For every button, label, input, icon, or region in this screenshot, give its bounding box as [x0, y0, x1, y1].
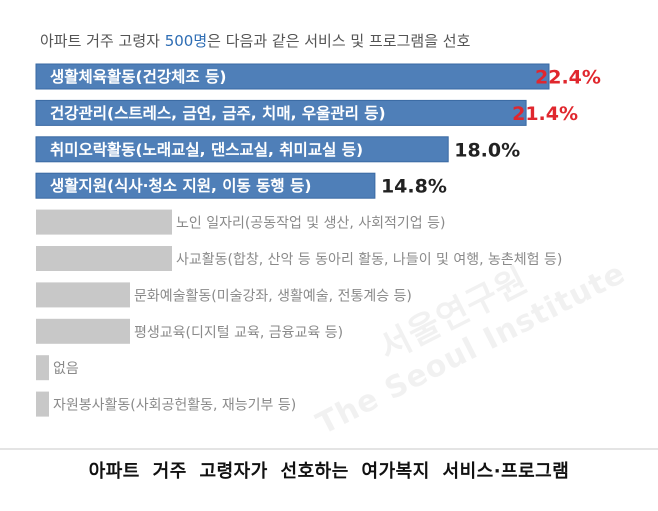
category-label: 생활체육활동(건강체조 등) [50, 67, 226, 86]
data-label: 14.8% [381, 176, 447, 198]
bar [36, 209, 172, 235]
category-label: 건강관리(스트레스, 금연, 금주, 치매, 우울관리 등) [50, 104, 386, 122]
chart-title-part: 은 다음과 같은 서비스 및 프로그램을 선호 [207, 32, 470, 50]
bar [35, 99, 527, 126]
category-label: 사교활동(합창, 산악 등 동아리 활동, 나들이 및 여행, 농촌체험 등) [176, 252, 562, 268]
bar [35, 63, 550, 90]
bar [36, 318, 130, 344]
chart-title-accent: 500명 [165, 32, 207, 50]
bar [36, 355, 49, 381]
bar [35, 136, 449, 163]
chart-title-part: 아파트 거주 고령자 [40, 32, 165, 50]
bar [35, 172, 376, 199]
chart-title: 아파트 거주 고령자 500명은 다음과 같은 서비스 및 프로그램을 선호 [40, 32, 471, 50]
category-label: 없음 [53, 361, 79, 377]
bar [36, 282, 130, 308]
bar-chart: 아파트 거주 고령자 500명은 다음과 같은 서비스 및 프로그램을 선호생활… [35, 32, 601, 417]
category-label: 자원봉사활동(사회공헌활동, 재능기부 등) [53, 398, 296, 414]
category-label: 생활지원(식사·청소 지원, 이동 동행 등) [50, 176, 311, 195]
data-label: 18.0% [454, 139, 520, 161]
category-label: 취미오락활동(노래교실, 댄스교실, 취미교실 등) [50, 140, 363, 159]
category-label: 문화예술활동(미술강좌, 생활예술, 전통계승 등) [134, 288, 412, 304]
data-label: 22.4% [535, 67, 601, 89]
figure-caption: 아파트 거주 고령자가 선호하는 여가복지 서비스·프로그램 [88, 461, 570, 482]
bar [36, 246, 172, 271]
data-label: 21.4% [512, 103, 578, 125]
category-label: 노인 일자리(공동작업 및 생산, 사회적기업 등) [176, 216, 445, 232]
bar [36, 391, 49, 417]
caption-divider [0, 448, 658, 450]
category-label: 평생교육(디지털 교육, 금융교육 등) [134, 325, 343, 341]
